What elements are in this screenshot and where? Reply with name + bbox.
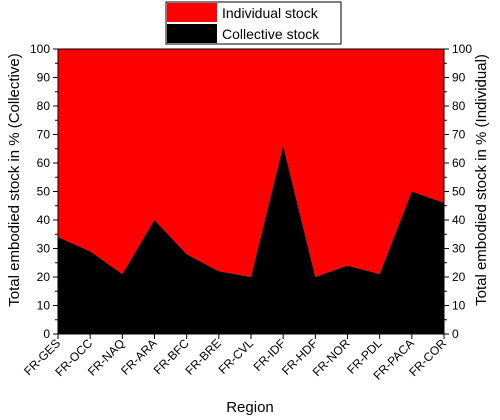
x-tick-label: FR-BRE xyxy=(182,336,223,377)
x-axis-title: Region xyxy=(226,399,274,416)
series-area-collective-stock xyxy=(58,145,444,334)
right-y-tick-label: 60 xyxy=(452,156,466,170)
left-y-tick-label: 60 xyxy=(37,156,51,170)
left-y-axis: 0 10 20 30 40 50 60 70 80 90 100 xyxy=(30,42,58,341)
left-y-tick-label: 50 xyxy=(37,185,51,199)
left-y-axis-title: Total embodied stock in % (Collective) xyxy=(6,53,23,306)
legend-label-collective-stock: Collective stock xyxy=(222,26,320,42)
legend-swatch-collective-stock xyxy=(167,24,217,43)
right-y-tick-label: 10 xyxy=(452,299,466,313)
right-y-tick-label: 20 xyxy=(452,270,466,284)
right-y-tick-label: 30 xyxy=(452,242,466,256)
left-y-tick-label: 80 xyxy=(37,99,51,113)
left-y-tick-label: 100 xyxy=(30,42,50,56)
right-y-tick-label: 90 xyxy=(452,71,466,85)
legend-label-individual-stock: Individual stock xyxy=(222,5,319,21)
right-y-tick-label: 0 xyxy=(452,327,459,341)
left-y-tick-label: 0 xyxy=(43,327,50,341)
right-y-tick-label: 50 xyxy=(452,185,466,199)
left-y-tick-label: 40 xyxy=(37,213,51,227)
right-y-tick-label: 80 xyxy=(452,99,466,113)
left-y-tick-label: 30 xyxy=(37,242,51,256)
x-tick-label: FR-CVL xyxy=(216,336,257,377)
left-y-tick-label: 20 xyxy=(37,270,51,284)
plot-area xyxy=(57,48,445,335)
left-y-tick-label: 70 xyxy=(37,128,51,142)
right-y-tick-label: 70 xyxy=(452,128,466,142)
x-axis: FR-GESFR-OCCFR-NAQFR-ARAFR-BFCFR-BREFR-C… xyxy=(21,334,449,383)
left-y-tick-label: 10 xyxy=(37,299,51,313)
right-y-axis: 0 10 20 30 40 50 60 70 80 90 100 xyxy=(444,42,472,341)
right-y-axis-title: Total embodied stock in % (Individual) xyxy=(473,54,490,306)
left-y-tick-label: 90 xyxy=(37,71,51,85)
legend-swatch-individual-stock xyxy=(167,3,217,22)
right-y-tick-label: 40 xyxy=(452,213,466,227)
right-y-tick-label: 100 xyxy=(452,42,472,56)
x-tick-label: FR-ARA xyxy=(118,336,159,377)
legend: Individual stock Collective stock xyxy=(165,1,342,45)
series-area-individual-stock xyxy=(58,49,444,277)
